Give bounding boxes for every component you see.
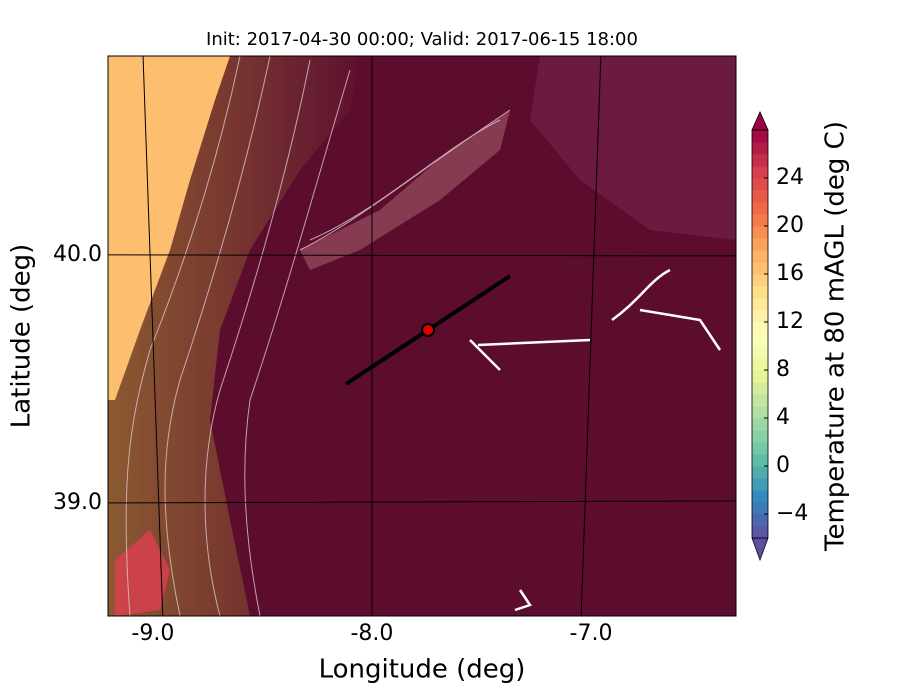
colorbar-label: Temperature at 80 mAGL (deg C) <box>821 121 851 552</box>
colorbar-extend-min <box>751 537 769 562</box>
colorbar-band <box>752 382 768 395</box>
colorbar-extend-max <box>751 111 769 131</box>
y-tick-label: 39.0 <box>53 490 102 515</box>
colorbar-tick-label: 20 <box>776 213 804 238</box>
colorbar-frame <box>751 129 769 539</box>
colorbar-band <box>752 466 768 479</box>
colorbar-band <box>752 406 768 419</box>
site-marker <box>421 323 435 337</box>
colorbar-tick-label: 16 <box>776 261 804 286</box>
ridge <box>300 110 510 270</box>
colorbar-band <box>752 202 768 215</box>
x-tick-label: -7.0 <box>570 621 613 646</box>
colorbar-band <box>752 490 768 503</box>
colorbar-band <box>752 226 768 239</box>
colorbar-band <box>752 334 768 347</box>
colorbar-band <box>752 442 768 455</box>
parallel <box>107 500 737 504</box>
x-tick-label: -8.0 <box>350 621 393 646</box>
meridian <box>142 55 164 617</box>
meridian <box>580 55 602 617</box>
colorbar-tick-label: 12 <box>776 309 804 334</box>
colorbar-band <box>752 154 768 167</box>
contours <box>125 56 511 616</box>
y-tick-label: 40.0 <box>53 242 102 267</box>
x-axis-label: Longitude (deg) <box>319 655 526 685</box>
colorbar-band <box>752 514 768 527</box>
freezing-contours <box>469 268 722 612</box>
colorbar-band <box>752 142 768 155</box>
x-tick-label: -9.0 <box>131 621 174 646</box>
colorbar: −4 0 4 8 12 16 20 24 <box>751 111 808 562</box>
land <box>108 56 230 400</box>
colorbar-band <box>752 214 768 227</box>
colorbar-band <box>752 370 768 383</box>
colorbar-band <box>752 346 768 359</box>
colorbar-band <box>752 502 768 515</box>
colorbar-tick-label: 0 <box>776 453 790 478</box>
parallel <box>107 254 737 257</box>
y-axis-label: Latitude (deg) <box>7 244 37 429</box>
colorbar-band <box>752 178 768 191</box>
colorbar-band <box>752 310 768 323</box>
colorbar-band <box>752 526 768 539</box>
map-field <box>108 56 736 616</box>
colorbar-tick-label: −4 <box>776 501 808 526</box>
warm-region <box>530 56 736 240</box>
colorbar-band <box>752 394 768 407</box>
colorbar-band <box>752 130 768 143</box>
colorbar-band <box>752 358 768 371</box>
colorbar-band <box>752 430 768 443</box>
colorbar-band <box>752 238 768 251</box>
plot-frame <box>107 55 737 617</box>
colorbar-band <box>752 274 768 287</box>
graticule <box>107 55 737 617</box>
colorbar-band <box>752 286 768 299</box>
title: Init: 2017-04-30 00:00; Valid: 2017-06-1… <box>206 29 638 50</box>
colorbar-tick-label: 24 <box>776 165 804 190</box>
colorbar-band <box>752 166 768 179</box>
colorbar-tick-label: 8 <box>776 357 790 382</box>
colorbar-band <box>752 454 768 467</box>
colorbar-band <box>752 478 768 491</box>
colorbar-band <box>752 262 768 275</box>
colorbar-band <box>752 418 768 431</box>
colorbar-band <box>752 190 768 203</box>
colorbar-band <box>752 250 768 263</box>
colorbar-tick-label: 4 <box>776 405 790 430</box>
colorbar-band <box>752 298 768 311</box>
colorbar-band <box>752 322 768 335</box>
